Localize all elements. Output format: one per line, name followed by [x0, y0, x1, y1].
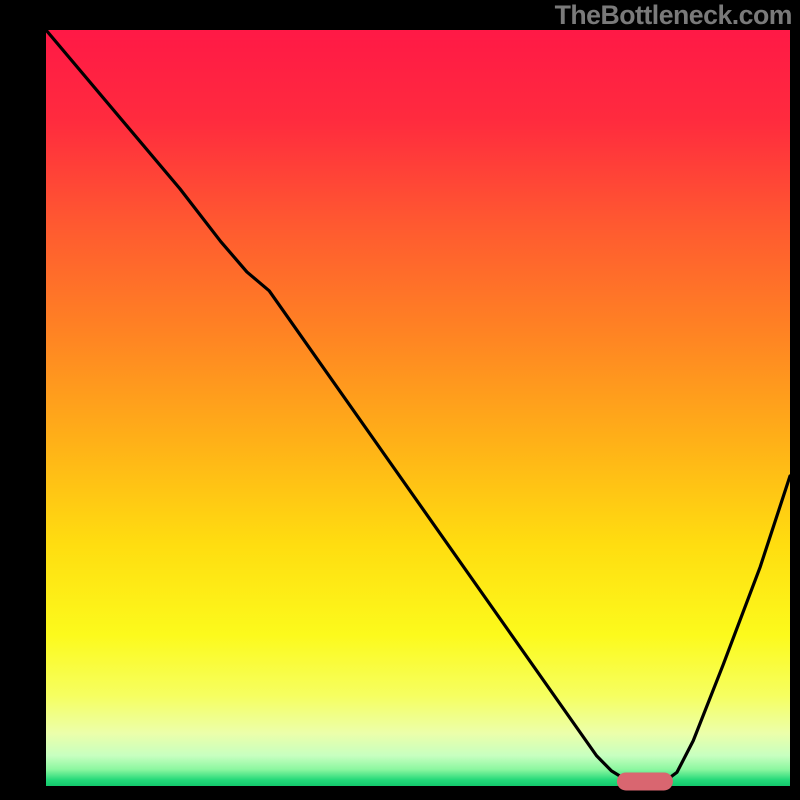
chart-svg — [0, 0, 800, 800]
chart-canvas: TheBottleneck.com — [0, 0, 800, 800]
optimal-marker — [617, 772, 673, 790]
plot-background — [46, 30, 790, 786]
watermark-text: TheBottleneck.com — [555, 0, 792, 31]
